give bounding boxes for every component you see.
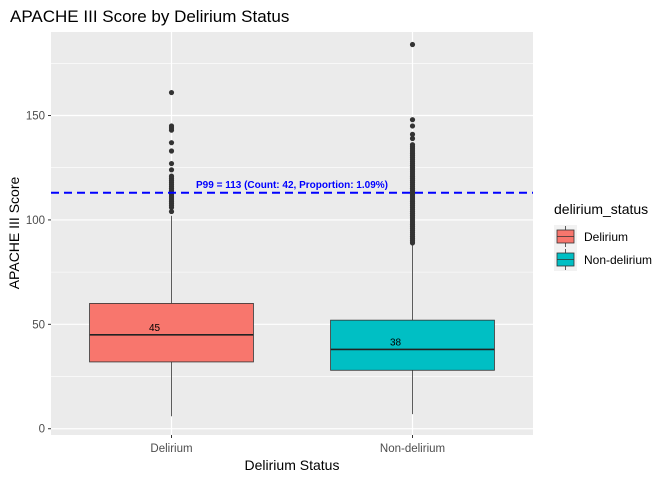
plot-panel xyxy=(51,32,533,435)
box-non-delirium: 38 xyxy=(330,41,495,415)
legend-label: Delirium xyxy=(584,230,628,244)
boxes: 45 38 xyxy=(89,41,495,417)
legend-key xyxy=(554,248,577,271)
median-label: 38 xyxy=(390,337,402,348)
y-axis: 0 50 100 150 xyxy=(26,111,51,436)
chart-title: APACHE III Score by Delirium Status xyxy=(10,7,289,26)
box-iqr xyxy=(89,303,254,363)
outlier-point xyxy=(409,123,416,129)
x-axis: Delirium Non-delirium xyxy=(150,435,445,455)
outlier-point xyxy=(409,142,416,148)
reference-line-group: P99 = 113 (Count: 42, Proportion: 1.09%) xyxy=(51,180,533,194)
y-tick-label: 50 xyxy=(32,319,45,331)
outlier-point xyxy=(168,160,175,167)
outlier-point xyxy=(168,208,175,215)
y-tick-label: 0 xyxy=(39,424,45,436)
outlier-point xyxy=(409,135,416,142)
legend-label: Non-delirium xyxy=(584,253,652,267)
y-axis-title: APACHE III Score xyxy=(6,177,22,290)
x-axis-title: Delirium Status xyxy=(245,457,340,473)
legend: delirium_status Delirium Non-delirium xyxy=(554,201,652,271)
outlier-point xyxy=(168,173,175,179)
legend-title: delirium_status xyxy=(554,201,648,217)
outlier-point xyxy=(168,167,175,173)
outlier-point xyxy=(409,41,416,48)
x-tick-label: Delirium xyxy=(150,443,192,455)
reference-line-label: P99 = 113 (Count: 42, Proportion: 1.09%) xyxy=(196,180,388,191)
outlier-point xyxy=(409,131,416,137)
outlier-point xyxy=(168,123,175,129)
legend-key xyxy=(554,225,577,248)
outlier-point xyxy=(168,148,175,154)
median-label: 45 xyxy=(149,323,161,334)
y-tick-label: 150 xyxy=(26,111,45,123)
x-tick-label: Non-delirium xyxy=(380,443,445,455)
outlier-point xyxy=(168,89,175,96)
outlier-point xyxy=(409,117,416,123)
box-delirium: 45 xyxy=(89,89,254,417)
box-iqr xyxy=(330,319,495,371)
y-tick-label: 100 xyxy=(26,215,45,227)
outlier-point xyxy=(168,140,175,146)
